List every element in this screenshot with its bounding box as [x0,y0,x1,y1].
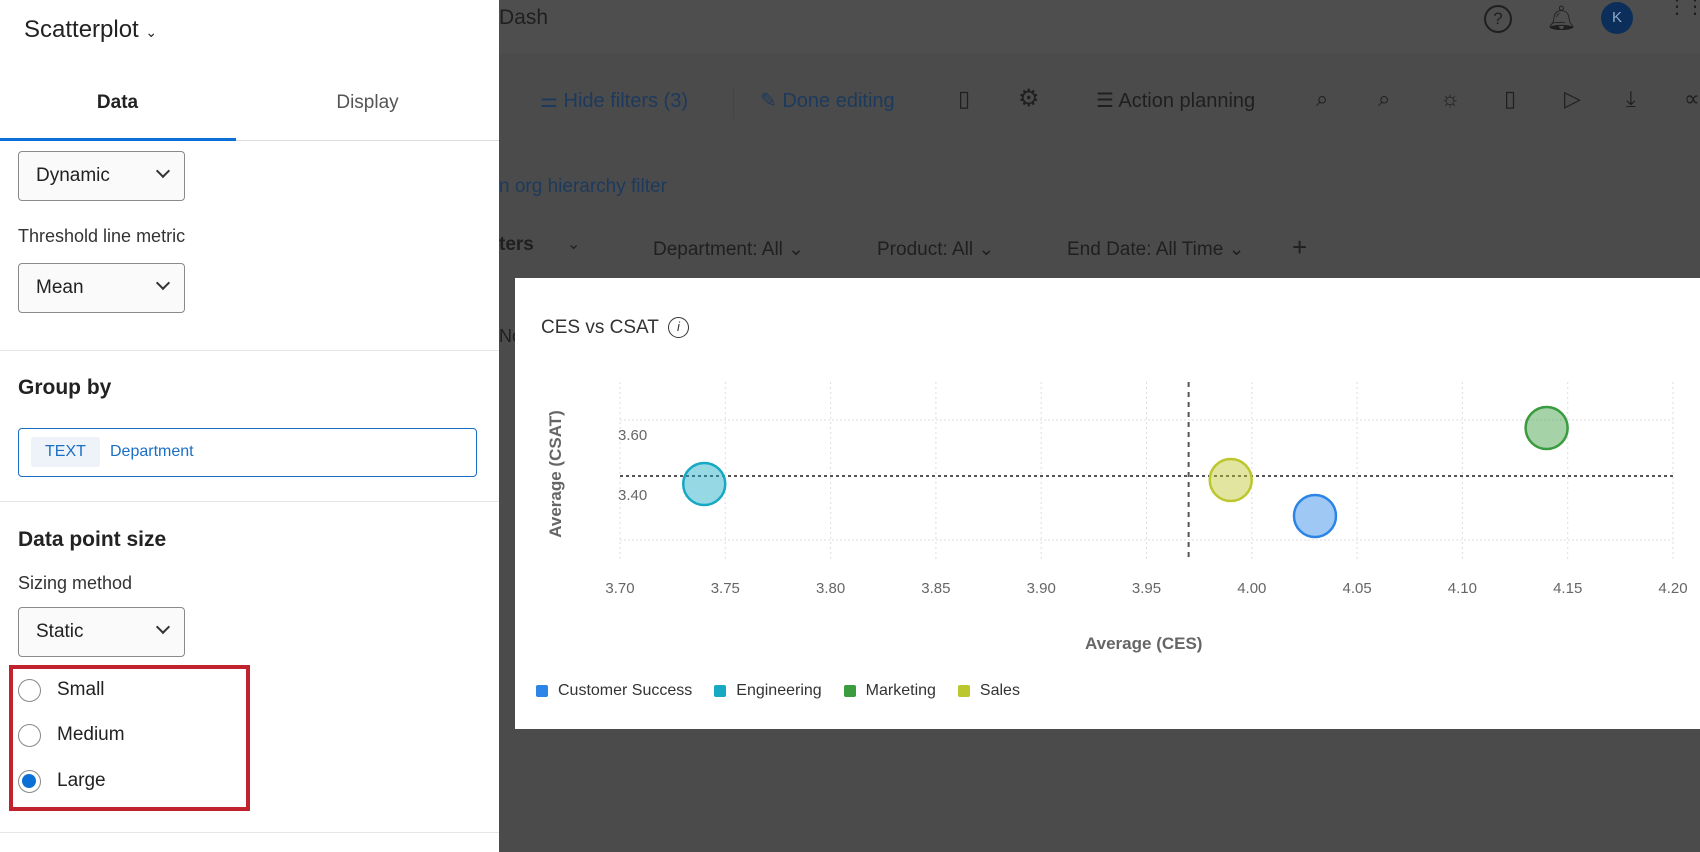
stats-iq-icon[interactable]: ⌕ [1378,86,1391,111]
group-by-heading: Group by [18,376,112,399]
dashboard-name[interactable]: Dash [499,6,549,29]
x-tick-label: 4.10 [1448,580,1477,597]
legend-item[interactable]: Customer Success [536,682,692,700]
legend-label: Marketing [865,682,936,699]
legend-label: Customer Success [558,682,693,699]
legend-item[interactable]: Marketing [843,682,936,700]
x-tick-label: 3.80 [816,580,845,597]
department-filter[interactable]: Department: All ⌄ [653,239,805,260]
sizing-method-label: Sizing method [18,573,133,593]
threshold-metric-label: Threshold line metric [18,226,186,246]
legend-item[interactable]: Sales [957,682,1020,700]
chevron-down-icon [155,163,171,179]
text-iq-icon[interactable]: ⌕ [1316,86,1329,111]
legend-swatch [957,685,970,697]
group-by-field-name: Department [110,443,194,460]
highlight-box [9,665,250,811]
y-tick-label: 3.40 [618,487,647,504]
chevron-down-icon: ⌄ [145,24,158,40]
divider [0,832,499,833]
divider [0,501,499,502]
download-icon[interactable]: ⤓ [1626,86,1636,111]
sizing-method-select[interactable]: Static [18,607,185,657]
mobile-preview-icon[interactable]: ▯ [1504,86,1517,111]
x-tick-label: 3.90 [1027,580,1056,597]
widget-type-dropdown[interactable]: Scatterplot ⌄ [24,16,158,43]
chart-title: CES vs CSAT [541,317,659,338]
group-by-field[interactable]: TEXT Department [18,428,477,477]
avatar[interactable]: K [1601,2,1633,34]
radio-label-medium[interactable]: Medium [57,724,125,745]
x-tick-label: 4.00 [1237,580,1266,597]
legend-item[interactable]: Engineering [714,682,822,700]
x-tick-label: 3.70 [605,580,634,597]
legend-label: Engineering [736,682,822,699]
x-tick-label: 3.95 [1132,580,1161,597]
threshold-metric-select[interactable]: Mean [18,263,185,313]
chevron-down-icon[interactable]: ⌄ [567,236,581,253]
x-axis-label: Average (CES) [1085,634,1203,653]
lightbulb-icon[interactable]: ☼ [1440,86,1461,111]
tab-display[interactable]: Display [336,92,399,113]
field-type-badge: TEXT [31,437,100,467]
chevron-down-icon [155,275,171,291]
hide-filters-button[interactable]: ⚌ Hide filters (3) [540,90,688,112]
legend-label: Sales [979,682,1020,699]
threshold-type-select[interactable]: Dynamic [18,151,185,201]
done-editing-button[interactable]: ✎ Done editing [760,90,895,112]
product-filter[interactable]: Product: All ⌄ [877,239,995,260]
mobile-insight-icon[interactable]: ▯ [958,86,971,111]
radio-medium[interactable] [18,724,41,747]
divider [0,140,499,141]
share-icon[interactable]: ∝ [1684,86,1700,111]
legend-swatch [843,685,856,697]
tab-data[interactable]: Data [96,92,139,113]
x-tick-label: 3.75 [711,580,740,597]
help-icon[interactable]: ? [1484,5,1512,33]
filter-sliders-icon: ⚌ [540,90,564,112]
y-tick-label: 3.60 [618,427,647,444]
chevron-down-icon [155,619,171,635]
action-planning-button[interactable]: ☰ Action planning [1096,90,1256,112]
divider [0,350,499,351]
radio-label-large[interactable]: Large [57,770,106,791]
x-tick-label: 4.15 [1553,580,1582,597]
list-icon: ☰ [1096,90,1119,112]
info-icon[interactable]: i [668,317,689,338]
divider [733,86,734,118]
add-filter-icon[interactable]: + [1292,232,1308,262]
data-point [1524,405,1569,451]
bell-icon[interactable]: 🔔︎ [1546,5,1577,32]
radio-label-small[interactable]: Small [57,679,105,700]
radio-large[interactable] [18,770,41,793]
end-date-filter[interactable]: End Date: All Time ⌄ [1067,239,1245,260]
legend-swatch [714,685,727,697]
active-tab-indicator [0,138,236,141]
gear-icon[interactable]: ⚙ [1018,85,1040,112]
org-hierarchy-link[interactable]: n org hierarchy filter [499,176,667,197]
play-icon[interactable]: ▷ [1564,86,1581,111]
edit-icon: ✎ [760,90,783,112]
x-tick-label: 3.85 [921,580,950,597]
x-tick-label: 4.05 [1342,580,1371,597]
data-point [681,461,727,507]
legend: Customer Success Engineering Marketing Sale… [536,682,1034,700]
data-point [1292,493,1338,539]
data-point-size-heading: Data point size [18,528,167,551]
radio-small[interactable] [18,679,41,702]
data-point [1208,457,1253,503]
y-axis-label: Average (CSAT) [546,410,565,538]
legend-swatch [536,685,548,697]
x-tick-label: 4.20 [1658,580,1687,597]
filters-label[interactable]: ters [499,234,534,255]
